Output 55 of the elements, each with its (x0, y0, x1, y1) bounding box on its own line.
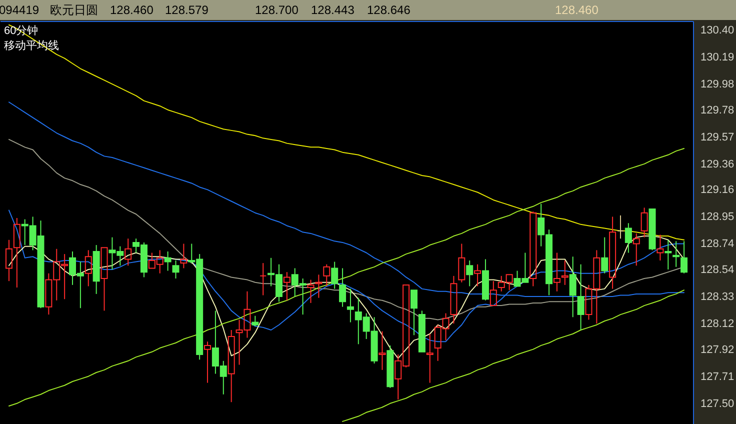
candlestick (260, 262, 267, 296)
candlestick (561, 260, 568, 286)
y-tick-label: 128.12 (700, 318, 734, 330)
candlestick (553, 252, 560, 292)
candlestick (5, 239, 12, 282)
candlestick (92, 244, 100, 294)
y-tick-label: 129.98 (700, 78, 734, 91)
candlestick (228, 330, 235, 403)
candlestick (672, 240, 680, 268)
text: 128.579 (165, 3, 209, 17)
y-tick-label: 129.16 (700, 184, 734, 196)
candlestick (378, 330, 386, 370)
candlestick (426, 333, 434, 384)
text: 128.460 (110, 3, 154, 17)
candlestick (164, 250, 172, 272)
y-tick-label: 129.78 (700, 104, 734, 116)
candlestick (450, 275, 458, 324)
y-tick-label: 129.57 (700, 131, 734, 144)
candlestick (609, 216, 616, 290)
candlestick (569, 256, 576, 318)
candlestick (84, 250, 92, 287)
text: 欧元日圆 (50, 3, 98, 17)
line-series (8, 148, 685, 406)
candlestick (474, 264, 482, 287)
y-tick-label: 128.54 (700, 264, 734, 276)
candlestick (664, 239, 672, 270)
candlestick (410, 290, 418, 336)
y-tick-label: 129.36 (700, 158, 734, 170)
y-tick-label: 130.40 (700, 24, 734, 37)
line-series (342, 290, 685, 422)
candlestick (418, 310, 426, 352)
candlestick (124, 238, 132, 266)
candlestick (100, 247, 108, 312)
candlestick (346, 288, 354, 323)
y-tick-label: 127.71 (700, 370, 734, 383)
candlestick (624, 222, 632, 254)
text: 128.700 (255, 3, 299, 17)
candlestick (315, 274, 322, 298)
y-tick-label: 128.95 (700, 211, 734, 224)
y-tick-label: 130.19 (700, 52, 734, 64)
candlestick (656, 234, 664, 261)
candlestick (204, 341, 212, 384)
y-tick-label: 128.33 (700, 291, 734, 304)
y-tick-label: 127.92 (700, 344, 734, 356)
y-tick-label: 127.50 (700, 398, 734, 410)
text: 128.443 (311, 3, 355, 17)
text: 128.646 (367, 3, 411, 17)
candlestick (490, 280, 497, 306)
candlestick (577, 264, 584, 331)
candlestick (339, 268, 346, 308)
text: 128.460 (555, 3, 599, 17)
candlestick (640, 207, 648, 238)
candlestick (13, 217, 20, 288)
y-tick-label: 128.74 (700, 238, 734, 250)
candlestick (616, 214, 624, 240)
